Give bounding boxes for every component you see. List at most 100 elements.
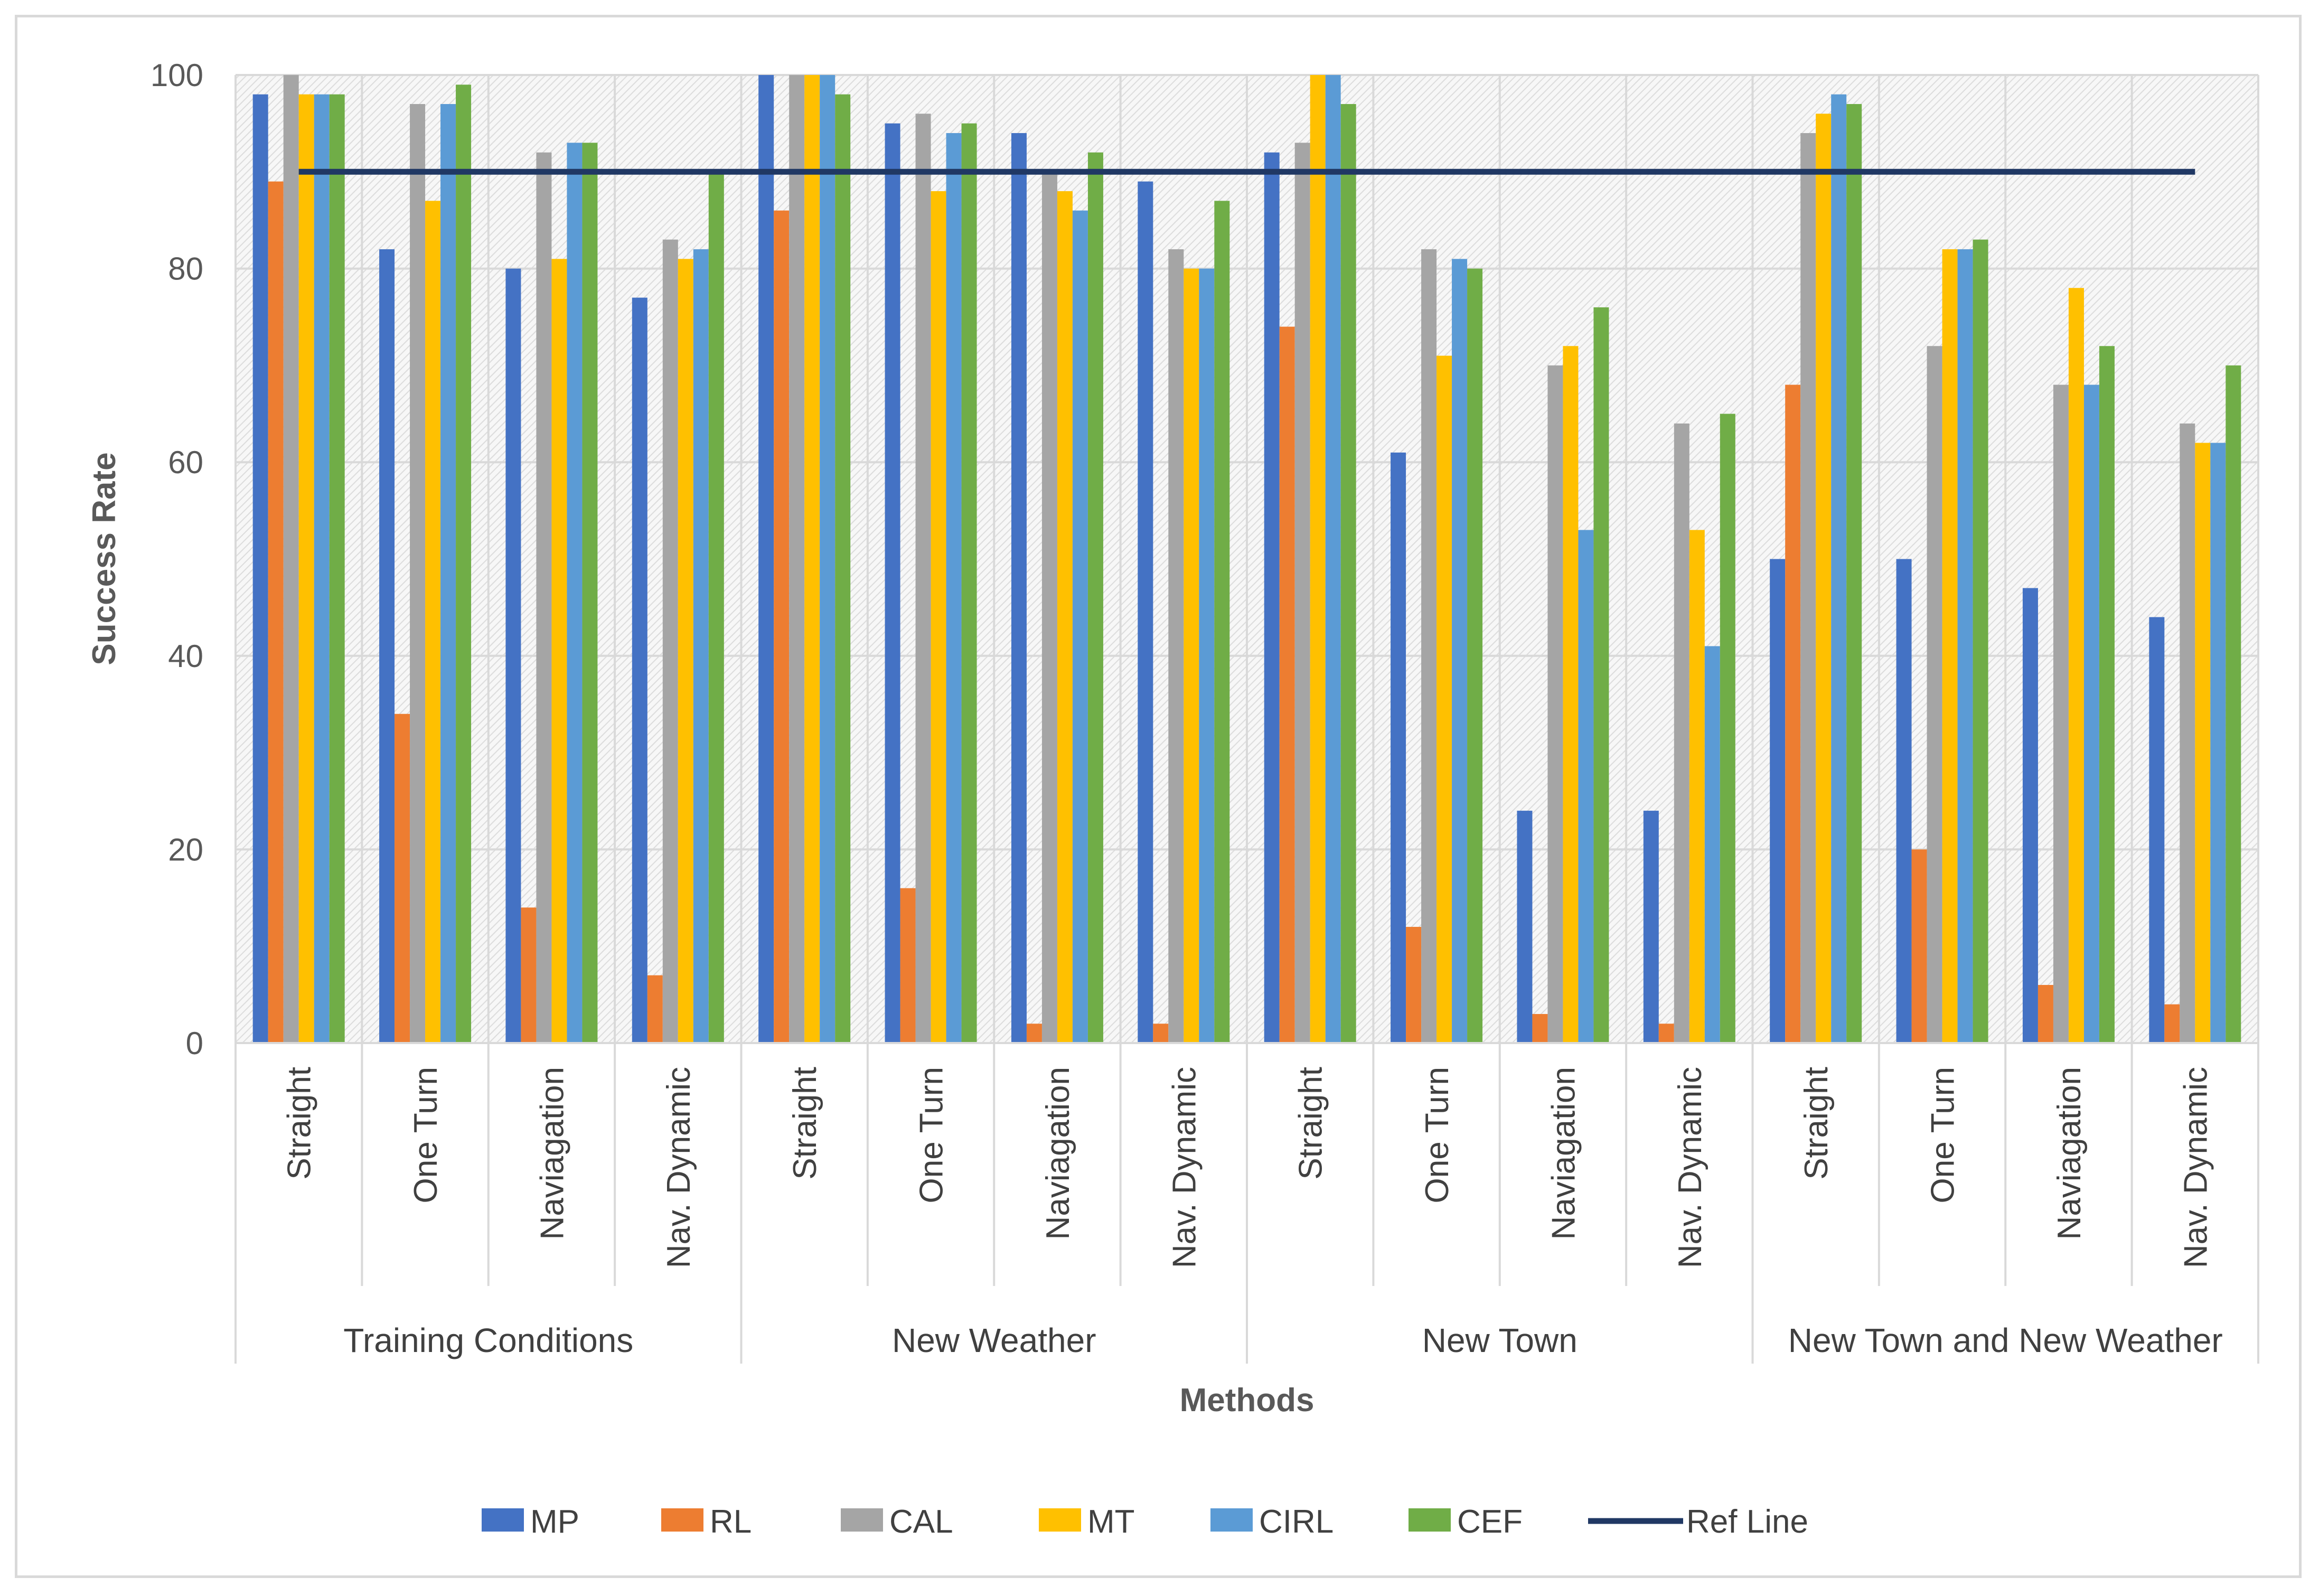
bar-cirl-9 (1452, 259, 1468, 1043)
bar-mp-5 (885, 123, 900, 1043)
group-label: Training Conditions (343, 1321, 633, 1359)
category-label: Straight (787, 1067, 823, 1180)
bar-cirl-12 (1831, 94, 1847, 1043)
legend-label-mt: MT (1087, 1504, 1135, 1540)
bar-cirl-2 (567, 143, 583, 1043)
bar-cirl-8 (1325, 75, 1341, 1043)
bar-mt-11 (1689, 530, 1705, 1043)
bar-cal-15 (2180, 423, 2195, 1043)
bar-cal-7 (1168, 249, 1184, 1044)
bar-cal-10 (1547, 365, 1563, 1043)
bar-cal-12 (1800, 133, 1816, 1044)
legend-swatch-mt (1039, 1508, 1081, 1532)
bar-rl-15 (2164, 1004, 2180, 1043)
y-tick-label: 100 (151, 58, 203, 93)
bar-mt-9 (1437, 355, 1452, 1043)
bar-mt-15 (2195, 443, 2211, 1043)
bar-rl-10 (1532, 1014, 1548, 1043)
bar-cirl-6 (1072, 210, 1088, 1043)
x-axis: Straight One Turn Naviagation Nav. Dynamic S… (234, 1042, 2259, 1364)
bar-cef-11 (1720, 414, 1735, 1043)
bar-rl-9 (1406, 927, 1422, 1043)
bar-mp-0 (252, 94, 268, 1043)
category-label: Nav. Dynamic (2177, 1067, 2214, 1268)
bar-mp-2 (505, 268, 521, 1044)
x-axis-title: Methods (1180, 1382, 1315, 1419)
bar-cef-7 (1214, 201, 1230, 1043)
bar-cef-1 (456, 85, 472, 1044)
bar-cal-1 (410, 104, 426, 1044)
bar-mp-4 (758, 75, 774, 1043)
category-label: Naviagation (1040, 1067, 1076, 1240)
bar-rl-5 (900, 888, 916, 1043)
bar-cirl-11 (1704, 646, 1720, 1043)
bar-mp-7 (1138, 181, 1153, 1043)
bar-rl-12 (1785, 384, 1801, 1043)
bar-mt-12 (1816, 114, 1832, 1043)
category-label: Nav. Dynamic (661, 1067, 697, 1268)
category-label: Nav. Dynamic (1166, 1067, 1203, 1268)
category-label: Straight (1798, 1067, 1835, 1180)
bar-cal-9 (1421, 249, 1437, 1044)
bar-rl-0 (268, 181, 284, 1043)
bar-rl-3 (647, 975, 663, 1043)
bar-cef-2 (582, 143, 598, 1043)
bar-rl-2 (521, 907, 537, 1043)
bar-mp-6 (1011, 133, 1027, 1044)
y-tick-label: 60 (168, 445, 203, 480)
bar-cirl-1 (440, 104, 456, 1044)
gridlines (234, 74, 2259, 1043)
bar-cef-8 (1340, 104, 1356, 1044)
bar-mp-1 (379, 249, 395, 1044)
bar-cal-11 (1674, 423, 1689, 1043)
bar-mt-7 (1184, 268, 1199, 1044)
bar-mt-2 (551, 259, 567, 1043)
legend-label-cef: CEF (1457, 1504, 1523, 1540)
bar-mt-13 (1942, 249, 1958, 1044)
bar-cal-0 (283, 75, 299, 1043)
bar-mp-10 (1517, 811, 1533, 1043)
bar-rl-1 (395, 713, 410, 1043)
bar-cef-0 (329, 94, 345, 1043)
bar-mt-1 (425, 201, 441, 1043)
bar-cirl-7 (1199, 268, 1215, 1044)
bar-cal-2 (536, 152, 552, 1043)
legend-label-ref-line: Ref Line (1686, 1504, 1808, 1540)
bar-cef-5 (961, 123, 977, 1043)
group-label: New Town and New Weather (1788, 1321, 2223, 1359)
y-tick-label: 80 (168, 251, 203, 287)
bar-mp-11 (1643, 811, 1659, 1043)
group-label: New Town (1422, 1321, 1578, 1359)
y-axis-title: Success Rate (86, 452, 123, 665)
bar-mp-13 (1896, 559, 1912, 1043)
bar-mt-0 (298, 94, 314, 1043)
bar-mp-3 (632, 297, 647, 1043)
bars (252, 75, 2241, 1044)
category-label: Straight (281, 1067, 318, 1180)
bar-mt-5 (931, 191, 946, 1044)
bar-cirl-5 (946, 133, 962, 1044)
bar-mt-8 (1310, 75, 1326, 1043)
bar-rl-7 (1153, 1024, 1169, 1043)
category-label: One Turn (1925, 1067, 1961, 1203)
bar-mt-14 (2068, 288, 2084, 1043)
bar-mt-10 (1563, 346, 1579, 1043)
bar-rl-4 (774, 210, 790, 1043)
group-label: New Weather (892, 1321, 1096, 1359)
category-label: Naviagation (534, 1067, 570, 1240)
legend-swatch-cirl (1210, 1508, 1253, 1532)
bar-cal-14 (2053, 384, 2069, 1043)
bar-cirl-13 (1957, 249, 1973, 1044)
bar-cal-4 (789, 75, 805, 1043)
bar-cirl-15 (2210, 443, 2226, 1043)
y-tick-label: 20 (168, 832, 203, 867)
bar-cirl-0 (314, 94, 330, 1043)
legend-swatch-mp (482, 1508, 524, 1532)
bar-cef-10 (1593, 307, 1609, 1044)
legend-label-rl: RL (710, 1504, 752, 1540)
legend-swatch-cef (1409, 1508, 1451, 1532)
bar-cal-6 (1041, 172, 1057, 1043)
bar-cef-12 (1846, 104, 1862, 1044)
y-tick-label: 40 (168, 639, 203, 674)
